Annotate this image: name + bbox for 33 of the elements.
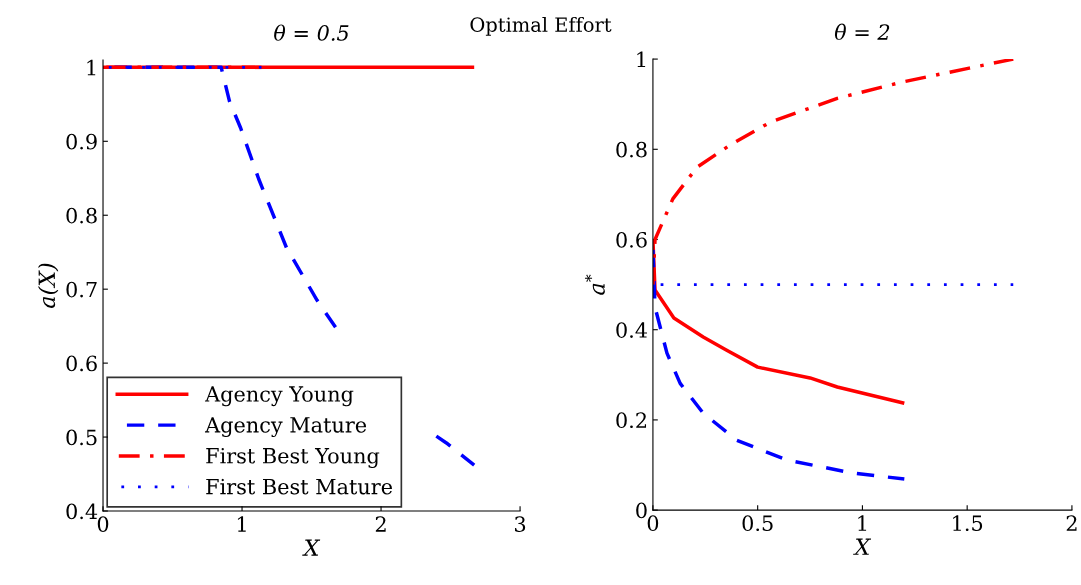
legend-label: Agency Mature [204,417,367,438]
y-tick-label: 0.8 [66,207,97,224]
chart-title: θ = 0.5 [274,24,349,41]
x-axis-title: X [302,539,321,556]
x-tick-label: 1.5 [953,515,983,532]
y-tick-label: 1 [637,51,646,67]
y-tick-label: 0.8 [616,141,647,158]
y-tick-label: 0.9 [66,133,97,150]
y-tick-label: 0.4 [66,503,98,520]
text: Optimal Effort [470,16,612,36]
y-tick-label: 0.5 [66,429,97,446]
x-tick-label: 0 [97,516,109,532]
x-tick-label: 3 [515,516,526,532]
legend-label: First Best Mature [206,478,392,495]
y-tick-label: 1 [87,59,96,76]
y-axis-title: a(X) [37,263,59,308]
legend-label: First Best Young [206,447,380,468]
chart-title: θ = 2 [834,23,890,40]
legend-label: Agency Young [204,386,354,407]
y-tick-label: 0.4 [616,322,648,338]
x-tick-label: 2 [375,516,386,532]
y-tick-label: 0 [636,502,647,519]
y-axis-title: a$^{*}$ [584,274,605,295]
y-tick-label: 0.7 [66,281,97,298]
x-tick-label: 2 [1066,515,1077,531]
y-tick-label: 0.6 [66,355,97,372]
y-tick-label: 0.2 [616,412,647,429]
x-tick-label: 1 [237,516,246,532]
x-tick-label: 1 [858,515,867,531]
x-tick-label: 0 [647,515,659,532]
x-tick-label: 0.5 [742,515,773,532]
y-tick-label: 0.6 [616,231,647,248]
x-axis-title: X [853,538,872,555]
